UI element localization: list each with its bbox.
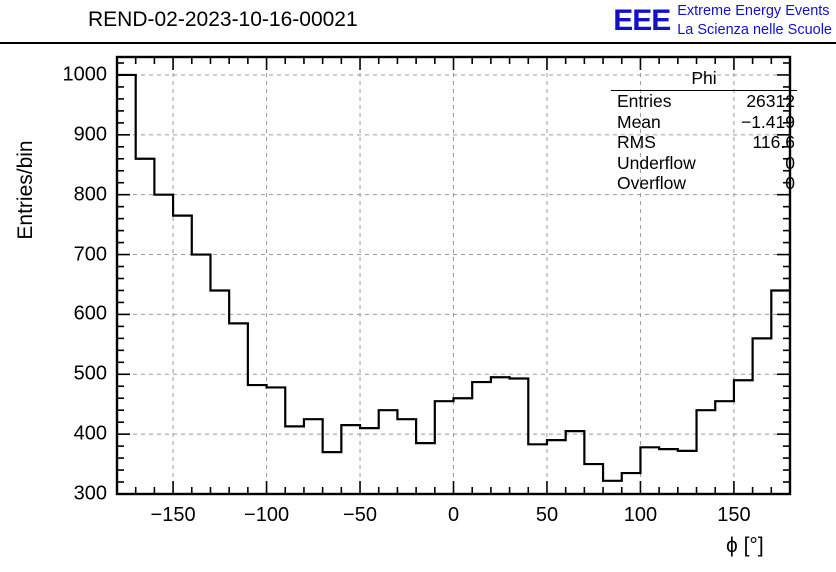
- stats-value: −1.419: [740, 111, 795, 132]
- y-tick-label: 800: [73, 183, 107, 206]
- x-tick-label: 50: [535, 504, 559, 526]
- stats-value: 116.6: [752, 132, 796, 152]
- eee-logo-line1: Extreme Energy Events: [677, 3, 830, 19]
- stats-box: Phi Entries 26312 Mean −1.419 RMS 116.6 Underf…: [611, 69, 797, 195]
- y-tick-label: 600: [73, 302, 107, 325]
- y-tick-label: 400: [73, 422, 107, 445]
- stats-key: Mean: [617, 111, 661, 132]
- stats-row: Overflow 0: [611, 174, 797, 195]
- x-tick-label: 100: [623, 504, 658, 526]
- stats-value: 0: [785, 173, 795, 193]
- stats-row: Underflow 0: [611, 153, 797, 174]
- stats-key: Entries: [617, 91, 672, 111]
- stats-key: Underflow: [617, 152, 696, 173]
- stats-key: RMS: [617, 132, 656, 152]
- stats-row: RMS 116.6: [611, 133, 797, 154]
- y-tick-label: 900: [73, 123, 107, 146]
- stats-value: 0: [785, 152, 795, 173]
- stats-rows: Entries 26312 Mean −1.419 RMS 116.6 Underflow 0…: [611, 92, 797, 195]
- x-tick-label: −150: [150, 504, 196, 526]
- eee-logo-text: Extreme Energy Events La Scienza nelle S…: [677, 2, 832, 39]
- y-tick-label: 300: [73, 482, 107, 505]
- histogram-step-line: [117, 73, 790, 482]
- eee-logo: EEE Extreme Energy Events La Scienza nel…: [613, 2, 832, 39]
- axis-ticks: [116, 57, 791, 495]
- x-tick-label: 0: [447, 504, 460, 526]
- eee-logo-mark: EEE: [613, 3, 671, 37]
- stats-row: Entries 26312: [611, 92, 797, 113]
- stats-title: Phi: [611, 69, 797, 91]
- x-tick-label: 150: [717, 504, 751, 526]
- grid-lines: [117, 57, 790, 495]
- eee-logo-line2: La Scienza nelle Scuole: [677, 21, 832, 38]
- y-tick-label: 500: [73, 362, 107, 385]
- header-divider: [0, 42, 836, 44]
- y-tick-label: 1000: [62, 63, 108, 86]
- stats-row: Mean −1.419: [611, 112, 797, 133]
- stats-value: 26312: [746, 91, 795, 111]
- page-title: REND-02-2023-10-16-00021: [88, 8, 358, 31]
- x-tick-label: −50: [343, 504, 377, 526]
- y-tick-label: 700: [73, 243, 107, 266]
- x-axis-label: ϕ [°]: [726, 534, 764, 557]
- stats-key: Overflow: [617, 173, 687, 193]
- x-tick-label: −100: [244, 504, 290, 526]
